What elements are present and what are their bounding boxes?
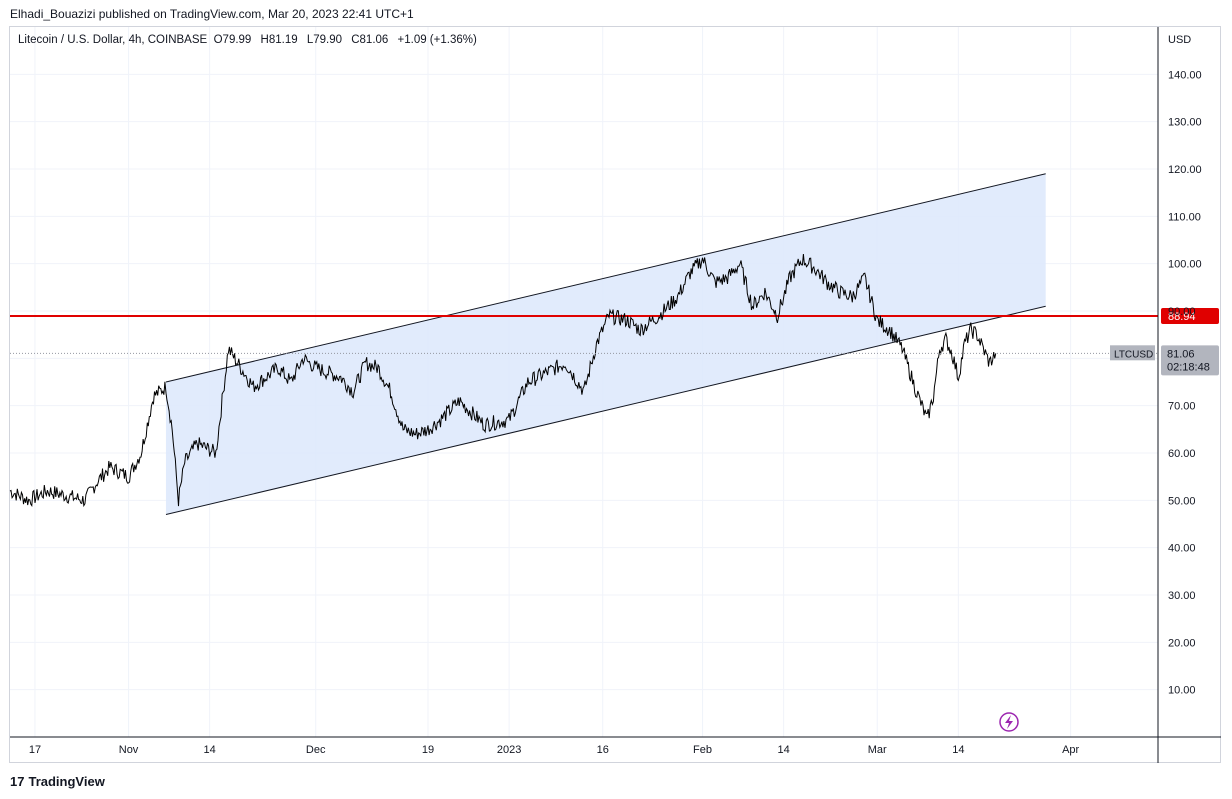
symbol-tag-label: LTCUSD (1114, 349, 1153, 360)
symbol-tag (1110, 345, 1155, 361)
legend-symbol: Litecoin / U.S. Dollar, 4h, COINBASE (18, 34, 208, 46)
x-tick-label: Feb (693, 744, 712, 756)
currency-label: USD (1168, 34, 1191, 46)
y-tick-label: 50.00 (1168, 495, 1196, 507)
current-price-tag (1161, 345, 1219, 376)
footer-brand-name: TradingView (28, 774, 105, 789)
level-price-label: 88.94 (1168, 311, 1196, 323)
y-tick-label: 120.00 (1168, 164, 1202, 176)
channel-fill (165, 173, 1046, 515)
horizontal-level[interactable]: 88.94 (10, 308, 1219, 325)
x-tick-label: 14 (204, 744, 216, 756)
symbol-legend: Litecoin / U.S. Dollar, 4h, COINBASE O79… (18, 34, 477, 46)
footer-brand[interactable]: 17 TradingView (10, 774, 105, 789)
y-tick-label: 130.00 (1168, 117, 1202, 129)
y-tick-label: 110.00 (1168, 211, 1201, 223)
y-tick-label: 70.00 (1168, 401, 1196, 413)
legend-change: +1.09 (+1.36%) (397, 34, 477, 46)
legend-close-value: 81.06 (359, 34, 389, 46)
publish-line: Elhadi_Bouazizi published on TradingView… (10, 7, 414, 21)
x-tick-label: 2023 (497, 744, 521, 756)
x-tick-label: 17 (29, 744, 41, 756)
legend-open-label: O (213, 34, 223, 46)
legend-high-label: H (260, 34, 269, 46)
lightning-icon-circle (999, 712, 1019, 732)
y-tick-label: 100.00 (1168, 259, 1202, 271)
x-tick-label: Mar (868, 744, 887, 756)
level-price-tag (1161, 308, 1219, 325)
axes: 10.0020.0030.0040.0050.0060.0070.0080.00… (10, 27, 1221, 763)
y-tick-label: 140.00 (1168, 69, 1202, 81)
price-series (9, 254, 1158, 508)
lightning-icon-bolt (1005, 715, 1013, 729)
legend-high-value: 81.19 (268, 34, 298, 46)
x-tick-label: 14 (778, 744, 790, 756)
x-tick-label: 14 (952, 744, 964, 756)
y-tick-label: 90.00 (1168, 306, 1196, 318)
chart-frame (9, 26, 1221, 763)
y-tick-label: 40.00 (1168, 543, 1196, 555)
tradingview-logo-icon: 17 (10, 774, 25, 789)
countdown-label: 02:18:48 (1167, 361, 1210, 373)
legend-low-value: 79.90 (313, 34, 343, 46)
x-tick-label: Apr (1062, 744, 1079, 756)
legend-low-label: L (306, 34, 314, 46)
legend-open-value: 79.99 (222, 34, 252, 46)
legend-close-label: C (351, 34, 360, 46)
parallel-channel[interactable] (165, 173, 1046, 516)
x-tick-label: Nov (119, 744, 139, 756)
y-tick-label: 60.00 (1168, 448, 1196, 460)
x-tick-label: 16 (597, 744, 609, 756)
lightning-icon[interactable] (999, 712, 1019, 732)
y-tick-label: 10.00 (1168, 685, 1196, 697)
current-price-label: 81.06 (1167, 348, 1195, 360)
y-tick-label: 30.00 (1168, 590, 1196, 602)
x-tick-label: 19 (422, 744, 434, 756)
channel-upper-line[interactable] (165, 173, 1046, 383)
price-line (9, 254, 997, 508)
x-tick-label: Dec (306, 744, 326, 756)
y-tick-label: 20.00 (1168, 637, 1196, 649)
